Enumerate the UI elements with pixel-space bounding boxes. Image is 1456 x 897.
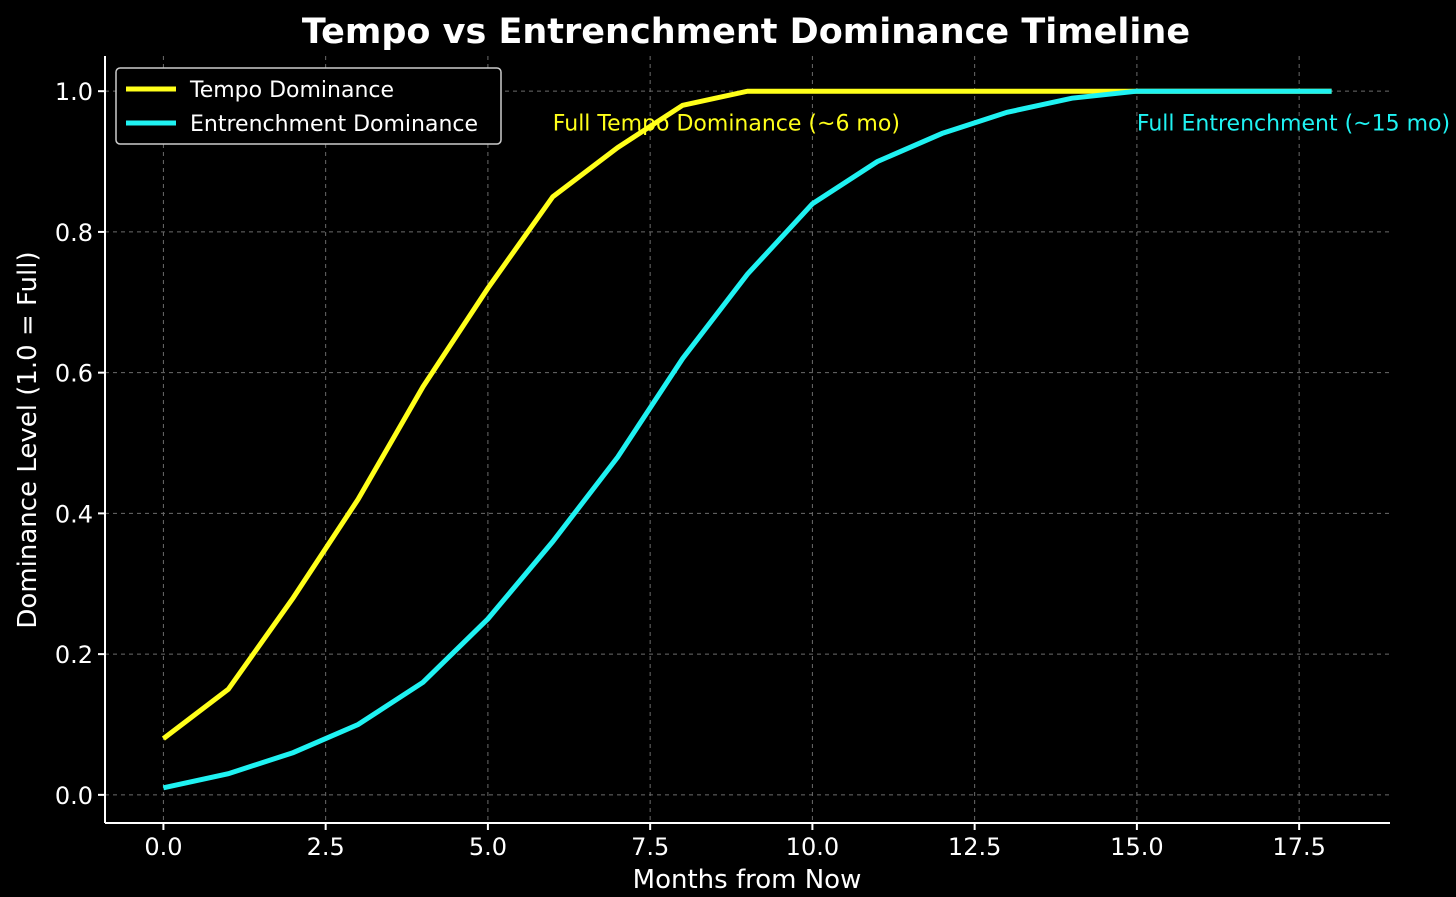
legend-label: Entrenchment Dominance — [190, 112, 478, 137]
y-axis-label: Dominance Level (1.0 = Full) — [13, 251, 43, 628]
y-axis-ticks: 0.0 0.2 0.4 0.6 0.8 1.0 — [55, 78, 105, 810]
x-tick-label: 15.0 — [1110, 833, 1163, 861]
y-tick-label: 0.6 — [55, 360, 93, 388]
y-tick-label: 0.8 — [55, 219, 93, 247]
x-tick-label: 5.0 — [469, 833, 507, 861]
x-axis-ticks: 0.0 2.5 5.0 7.5 10.0 12.5 15.0 17.5 — [144, 823, 1326, 861]
x-tick-label: 2.5 — [307, 833, 345, 861]
legend-frame — [115, 67, 502, 145]
x-tick-label: 0.0 — [144, 833, 182, 861]
series-line-0 — [161, 88, 1332, 741]
x-tick-label: 12.5 — [948, 833, 1001, 861]
legend-label: Tempo Dominance — [189, 78, 394, 103]
y-tick-label: 1.0 — [55, 78, 93, 106]
series-lines — [161, 88, 1332, 791]
axes-spines — [104, 56, 1390, 824]
x-tick-label: 7.5 — [631, 833, 669, 861]
y-tick-label: 0.2 — [55, 641, 93, 669]
x-axis-label: Months from Now — [633, 865, 862, 895]
series-line-1 — [162, 88, 1332, 791]
chart-title: Tempo vs Entrenchment Dominance Timeline — [302, 12, 1190, 52]
annotation-label: Full Tempo Dominance (~6 mo) — [553, 111, 900, 136]
annotation-label: Full Entrenchment (~15 mo) — [1137, 111, 1450, 136]
grid — [105, 56, 1390, 823]
legend: Tempo Dominance Entrenchment Dominance — [115, 67, 502, 145]
x-tick-label: 10.0 — [786, 833, 839, 861]
annotations: Full Tempo Dominance (~6 mo) Full Entrenc… — [553, 111, 1450, 136]
x-tick-label: 17.5 — [1272, 833, 1325, 861]
y-tick-label: 0.4 — [55, 500, 93, 528]
y-tick-label: 0.0 — [55, 782, 93, 810]
